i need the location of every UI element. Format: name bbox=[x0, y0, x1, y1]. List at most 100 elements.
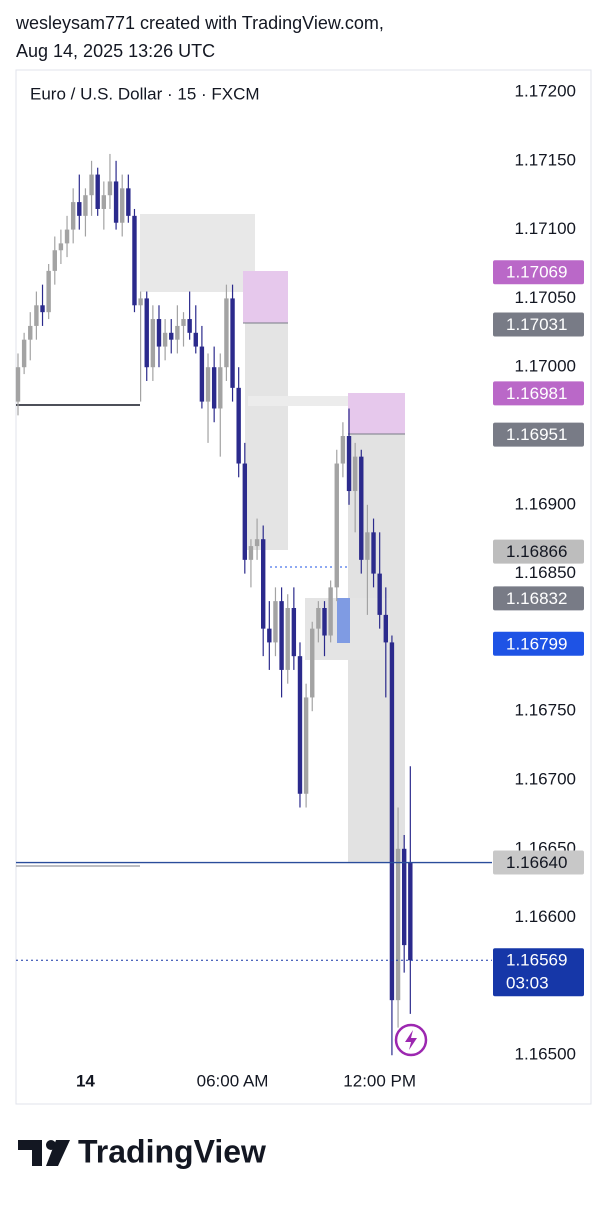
candle-body bbox=[169, 332, 174, 340]
candle-body bbox=[316, 608, 321, 629]
candle-body bbox=[297, 656, 303, 794]
candle-body bbox=[365, 532, 370, 560]
candle-body bbox=[83, 195, 88, 216]
candle-body bbox=[107, 181, 113, 196]
candle-body bbox=[242, 463, 248, 560]
candle-body bbox=[346, 436, 352, 492]
candle-body bbox=[377, 573, 382, 615]
candle-body bbox=[58, 243, 64, 251]
candle-body bbox=[383, 614, 388, 643]
candle-body bbox=[28, 325, 33, 340]
candle-body bbox=[95, 174, 100, 209]
price-tag-label: 1.16951 bbox=[506, 425, 567, 444]
y-tick-label: 1.17100 bbox=[515, 219, 576, 238]
price-tag-label: 1.16640 bbox=[506, 853, 567, 872]
candle-body bbox=[395, 848, 401, 1001]
alert-icon bbox=[394, 1023, 428, 1057]
candle-body bbox=[291, 608, 297, 657]
candle-body bbox=[89, 174, 94, 196]
header-line: wesleysam771 created with TradingView.co… bbox=[15, 13, 384, 33]
price-tag-label: 1.16981 bbox=[506, 384, 567, 403]
logo-shape bbox=[18, 1140, 42, 1166]
candle-body bbox=[322, 608, 327, 636]
candle-body bbox=[408, 862, 413, 961]
candle-body bbox=[156, 319, 162, 347]
price-tag bbox=[493, 260, 584, 285]
zones bbox=[16, 214, 405, 867]
zone bbox=[248, 396, 372, 406]
candle-body bbox=[389, 642, 395, 1001]
y-tick-label: 1.16500 bbox=[515, 1045, 576, 1064]
candle-body bbox=[113, 181, 119, 223]
zone bbox=[337, 598, 350, 643]
candle-body bbox=[261, 539, 266, 629]
x-tick-label: 06:00 AM bbox=[197, 1071, 269, 1090]
y-tick-label: 1.16750 bbox=[515, 701, 576, 720]
candle-body bbox=[340, 436, 346, 464]
candle-body bbox=[187, 319, 192, 333]
brand: TradingView bbox=[78, 1133, 266, 1169]
candle-body bbox=[401, 848, 407, 946]
candle-body bbox=[64, 229, 70, 244]
y-tick-label: 1.17050 bbox=[515, 288, 576, 307]
y-tick-label: 1.16900 bbox=[515, 494, 576, 513]
y-tick-label: 1.17000 bbox=[515, 357, 576, 376]
candle-body bbox=[138, 298, 143, 306]
candle-body bbox=[371, 532, 376, 574]
y-tick-label: 1.17200 bbox=[515, 81, 576, 100]
candle-body bbox=[150, 319, 156, 368]
candle-body bbox=[126, 188, 131, 216]
candle-body bbox=[70, 202, 76, 230]
candle-body bbox=[21, 339, 27, 368]
alert-bolt bbox=[405, 1030, 417, 1050]
candle-body bbox=[132, 215, 137, 306]
candle-body bbox=[46, 270, 51, 313]
candle-body bbox=[199, 346, 205, 402]
candle-body bbox=[175, 325, 180, 340]
price-tag-label: 1.17031 bbox=[506, 315, 567, 334]
y-tick-label: 1.16850 bbox=[515, 563, 576, 582]
candle-body bbox=[181, 319, 186, 326]
candle-body bbox=[144, 298, 149, 368]
logo-shape bbox=[46, 1140, 70, 1166]
candle-body bbox=[162, 332, 168, 347]
chart-title: Euro / U.S. Dollar · 15 · FXCM bbox=[30, 84, 260, 103]
candle-body bbox=[120, 188, 125, 223]
header-line: Aug 14, 2025 13:26 UTC bbox=[16, 41, 215, 61]
y-tick-label: 1.17150 bbox=[515, 150, 576, 169]
candle-body bbox=[15, 367, 21, 402]
candle-body bbox=[236, 387, 241, 464]
candle-body bbox=[334, 463, 339, 588]
y-tick-label: 1.16700 bbox=[515, 769, 576, 788]
candle-body bbox=[205, 367, 211, 402]
plot: 1.17200 1.17150 1.17100 1.17050 1.17000 1.169… bbox=[15, 81, 584, 1090]
candle-body bbox=[52, 250, 57, 271]
candle-body bbox=[254, 539, 260, 547]
candle-body bbox=[248, 546, 254, 560]
candle-body bbox=[279, 601, 284, 670]
x-tick-label: 14 bbox=[76, 1071, 95, 1090]
price-tag-label: 1.16832 bbox=[506, 589, 567, 608]
price-tag bbox=[493, 586, 584, 611]
zone bbox=[245, 323, 288, 550]
candle-body bbox=[230, 298, 235, 388]
candle-body bbox=[285, 608, 290, 670]
candle-body bbox=[224, 298, 229, 368]
candle-body bbox=[40, 305, 45, 313]
zone bbox=[243, 271, 288, 323]
logo bbox=[18, 1140, 70, 1166]
candle-body bbox=[328, 587, 333, 636]
price-tag-label: 1.16799 bbox=[506, 634, 567, 653]
price-tag bbox=[493, 948, 584, 997]
countdown: 03:03 bbox=[506, 974, 549, 993]
x-tick-label: 12:00 PM bbox=[343, 1071, 416, 1090]
candle-body bbox=[359, 456, 364, 560]
price-tag bbox=[493, 381, 584, 406]
candle-body bbox=[77, 202, 82, 216]
candle-body bbox=[273, 601, 278, 643]
candle-body bbox=[34, 305, 39, 326]
price-tag bbox=[493, 312, 584, 337]
zone bbox=[348, 393, 405, 434]
